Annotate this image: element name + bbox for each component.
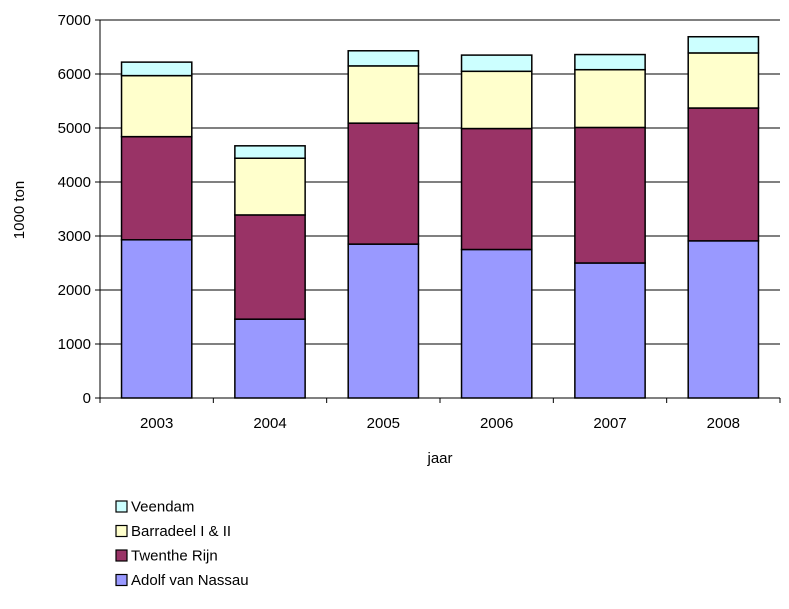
bar-segment	[574, 262, 646, 399]
bar-segment	[574, 53, 646, 71]
x-tick-label: 2005	[367, 415, 400, 432]
bar-segment	[347, 65, 420, 124]
x-axis-title: jaar	[426, 450, 452, 467]
y-tick-label: 0	[83, 390, 91, 407]
legend-swatch	[115, 500, 128, 513]
x-tick-label: 2003	[140, 415, 173, 432]
x-tick-label: 2007	[593, 415, 626, 432]
legend-swatch	[115, 573, 128, 587]
y-tick-label: 1000	[58, 336, 91, 353]
y-tick-label: 7000	[58, 12, 91, 29]
legend-swatch	[115, 524, 128, 538]
x-tick-label: 2006	[480, 415, 513, 432]
x-tick-labels: 2003 2004 2005 2006 2007 2008	[140, 415, 740, 432]
bar-segment	[347, 243, 420, 399]
x-tick-label: 2008	[707, 415, 740, 432]
gridlines	[100, 19, 780, 345]
legend-swatch	[115, 549, 128, 562]
bar-segment	[120, 74, 193, 138]
bar-segment	[460, 54, 533, 73]
y-tick-labels: 0 1000 2000 3000 4000 5000 6000 7000	[58, 12, 91, 407]
legend-label: Twenthe Rijn	[131, 548, 218, 565]
legend-label: Adolf van Nassau	[131, 572, 249, 589]
y-tick-label: 6000	[58, 66, 91, 83]
bar-segment	[574, 126, 646, 264]
bar-segment	[120, 61, 193, 77]
bar-segment	[687, 52, 760, 109]
bar-segment	[687, 240, 760, 399]
y-tick-label: 3000	[58, 228, 91, 245]
legend: Veendam Barradeel I & II Twenthe Rijn Adolf…	[115, 499, 249, 589]
x-tick-label: 2004	[253, 415, 286, 432]
bar-segment	[234, 318, 306, 399]
bar-segment	[234, 214, 306, 320]
bar-segment	[234, 145, 306, 159]
bars	[120, 35, 760, 399]
axes	[95, 19, 781, 403]
bar-segment	[347, 122, 420, 245]
bar-segment	[687, 35, 760, 54]
y-axis-title: 1000 ton	[11, 181, 28, 239]
y-tick-label: 2000	[58, 282, 91, 299]
bar-segment	[347, 50, 420, 67]
bar-segment	[460, 70, 533, 130]
legend-label: Veendam	[131, 499, 194, 516]
bar-segment	[574, 68, 646, 129]
bar-segment	[460, 127, 533, 251]
bar-segment	[120, 239, 193, 399]
bar-segment	[687, 107, 760, 242]
bar-segment	[234, 157, 306, 216]
legend-label: Barradeel I & II	[131, 523, 231, 540]
y-tick-label: 4000	[58, 174, 91, 191]
bar-segment	[120, 135, 193, 241]
bar-segment	[460, 248, 533, 399]
y-tick-label: 5000	[58, 120, 91, 137]
